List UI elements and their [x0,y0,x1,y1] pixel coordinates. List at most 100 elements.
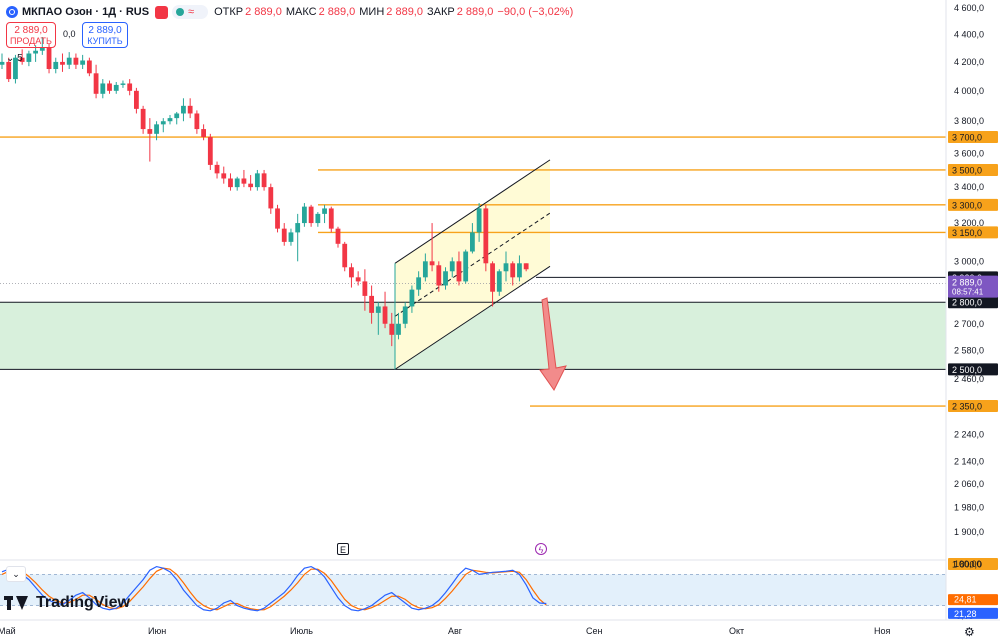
candle [248,175,254,191]
candle [362,269,368,311]
candle-body [127,83,133,91]
price-tick-label: 4 600,0 [954,3,984,13]
sell-label: ПРОДАТЬ [10,36,52,46]
candle [308,204,314,227]
candle [174,111,180,125]
candle [187,98,193,119]
candle-body [416,277,422,290]
level-badge [948,131,998,144]
candle-body [302,206,307,224]
time-axis-label: Май [0,626,16,636]
time-axis-label: Ноя [874,626,891,636]
candle [0,53,5,70]
earnings-event-icon[interactable]: E [337,543,349,555]
collapse-chevron-icon[interactable]: ⌄ [6,566,26,582]
level-badge [948,226,998,239]
candle-body [470,232,475,252]
candle [517,255,522,282]
flash-event-icon[interactable]: ϟ [535,543,547,555]
candle-body [167,118,173,122]
candle [86,57,92,77]
price-tick-label: 2 580,0 [954,346,984,356]
oscillator-tick-label: 100,00 [954,559,982,569]
candle [46,43,52,74]
candle [100,79,106,99]
candle [295,213,301,262]
candle-body [396,323,401,335]
candle-body [349,267,354,278]
candle-body [496,271,502,292]
symbol-flag-icon[interactable] [155,5,169,19]
open-label: ОТКР [214,6,244,18]
candle [167,115,173,125]
candle [134,87,139,114]
candle-body [429,261,435,266]
candle-body [328,208,334,229]
candle-body [288,232,294,242]
brand-name: TradingView [36,594,130,611]
candle-body [463,251,469,282]
price-tick-label: 4 200,0 [954,57,984,67]
ozon-logo-icon [6,6,18,18]
candle [80,54,86,70]
spread-value: 0,0 [63,29,76,39]
candle-body [362,281,368,296]
level-badge-label: 3 700,0 [952,133,982,143]
candle [93,64,99,99]
candle-body [503,263,509,272]
candle-body [308,206,314,224]
candle-body [510,263,516,278]
candle-body [322,208,327,214]
candle [288,228,294,246]
visibility-toggle[interactable]: ≈ [172,5,209,19]
settings-gear-icon[interactable]: ⚙ [964,625,975,639]
sell-button[interactable]: 2 889,0 ПРОДАТЬ [6,22,56,48]
candle [113,82,119,94]
candle [107,80,112,94]
price-tick-label: 3 000,0 [954,256,984,266]
candle [349,263,354,288]
candle [261,169,267,191]
candle-body [275,208,280,229]
candle-body [160,121,166,125]
candle-body [315,213,321,224]
candle-body [187,105,193,114]
price-tick-label: 4 000,0 [954,86,984,96]
candle-body [0,61,5,65]
level-badge-label: 2 500,0 [952,365,982,375]
candle [268,183,274,214]
candle-body [80,60,86,65]
oscillator-k-badge [948,594,998,606]
candle [375,302,381,335]
candle [503,251,509,282]
price-tick-label: 2 240,0 [954,429,984,439]
price-tick-label: 3 800,0 [954,116,984,126]
candle-body [449,261,455,272]
candle-body [261,173,267,188]
candle-body [19,57,25,62]
sell-price: 2 889,0 [14,25,48,36]
low-label: МИН [359,6,385,18]
oscillator-band [0,574,946,606]
candle [207,133,213,170]
candle-body [39,47,45,51]
market-open-icon [176,8,185,16]
candle [396,312,401,340]
candle-body [369,295,374,313]
candle [221,166,227,184]
interval-selector[interactable]: ⌄ 5 [6,53,23,64]
candle [510,261,516,286]
candle [402,302,408,329]
candle-body [422,261,428,278]
price-tick-label: 2 060,0 [954,479,984,489]
interval-value: 5 [17,53,23,64]
symbol-title[interactable]: МКПАО Озон · 1Д · RUS [22,6,150,18]
candle-body [93,73,99,94]
candle-body [382,306,388,324]
high-label: МАКС [285,6,317,18]
candle [463,249,469,284]
buy-button[interactable]: 2 889,0 КУПИТЬ [82,22,128,48]
candle [140,105,146,134]
candle [66,52,72,70]
